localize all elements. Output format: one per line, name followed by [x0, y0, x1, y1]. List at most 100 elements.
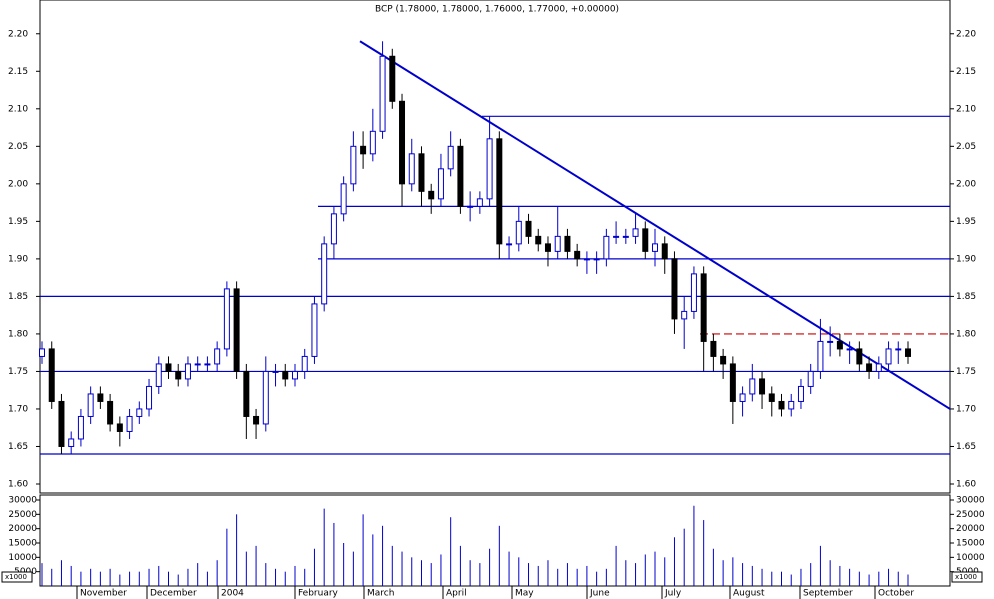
- candle-body: [788, 400, 795, 410]
- candle-body: [107, 400, 114, 425]
- candle-body: [282, 370, 289, 380]
- candle-body: [223, 288, 230, 350]
- candle-body: [671, 258, 678, 320]
- candle-body: [214, 348, 221, 365]
- candle-body: [856, 348, 863, 365]
- candle-body: [905, 348, 911, 357]
- candle-body: [875, 363, 882, 372]
- y-tick-label: 1.75: [956, 367, 976, 377]
- candle-body: [330, 213, 337, 245]
- volume-tick-label: 30000: [956, 496, 985, 506]
- candle-body: [476, 198, 483, 207]
- candle-body: [554, 235, 561, 252]
- volume-tick-label: 20000: [8, 524, 37, 534]
- candle-body: [136, 408, 143, 417]
- candle-body: [87, 393, 94, 417]
- month-label: September: [803, 589, 853, 599]
- price-panel: [39, 0, 951, 494]
- volume-tick-label: 15000: [8, 539, 37, 549]
- candle-body: [622, 235, 629, 238]
- candle-body: [39, 348, 45, 357]
- y-tick-label: 1.65: [8, 442, 28, 452]
- candle-body: [184, 363, 191, 380]
- month-label: November: [80, 589, 127, 599]
- candle-body: [97, 393, 104, 402]
- candle-body: [535, 235, 542, 245]
- y-tick-label: 2.00: [956, 179, 976, 189]
- candle-body: [467, 205, 474, 208]
- candle-body: [486, 138, 493, 200]
- candle-body: [457, 145, 464, 207]
- candle-body: [146, 385, 153, 410]
- y-tick-label: 1.75: [8, 367, 28, 377]
- candle-body: [155, 363, 162, 387]
- volume-tick-label: 20000: [956, 524, 985, 534]
- y-tick-label: 1.85: [956, 292, 976, 302]
- y-tick-label: 2.20: [956, 29, 976, 39]
- candle-body: [778, 400, 785, 410]
- candle-body: [194, 363, 201, 366]
- unit-box: [1, 571, 33, 583]
- y-tick-label: 1.90: [8, 254, 28, 264]
- candle-body: [243, 370, 250, 417]
- candle-body: [515, 220, 522, 245]
- candle-body: [360, 145, 367, 155]
- y-tick-label: 2.05: [8, 142, 28, 152]
- candle-body: [817, 340, 824, 372]
- candle-body: [583, 258, 590, 261]
- candle-body: [311, 303, 318, 357]
- candle-body: [301, 355, 308, 372]
- candle-body: [564, 235, 571, 252]
- y-tick-label: 1.95: [8, 217, 28, 227]
- candle-body: [768, 393, 775, 402]
- month-label: July: [664, 589, 682, 599]
- candle-body: [710, 340, 717, 357]
- candle-body: [846, 348, 853, 351]
- candle-body: [350, 145, 357, 185]
- candle-body: [797, 385, 804, 402]
- candle-body: [759, 378, 766, 395]
- candle-body: [253, 415, 260, 425]
- y-tick-label: 2.15: [956, 67, 976, 77]
- candle-body: [885, 348, 892, 365]
- candle-body: [447, 145, 454, 170]
- month-label: March: [367, 589, 394, 599]
- y-tick-label: 2.15: [8, 67, 28, 77]
- candle-body: [866, 363, 873, 372]
- candle-body: [233, 288, 240, 372]
- month-label: August: [733, 589, 765, 599]
- y-tick-label: 2.20: [8, 29, 28, 39]
- candle-body: [340, 183, 347, 215]
- month-label: December: [150, 589, 197, 599]
- candle-body: [603, 235, 610, 260]
- y-tick-label: 1.90: [956, 254, 976, 264]
- volume-tick-label: 30000: [8, 496, 37, 506]
- y-tick-label: 1.85: [8, 292, 28, 302]
- candle-body: [506, 243, 513, 246]
- candle-body: [690, 273, 697, 312]
- candle-body: [408, 153, 415, 185]
- chart-title: BCP (1.78000, 1.78000, 1.76000, 1.77000,…: [375, 5, 619, 15]
- candle-body: [68, 438, 75, 447]
- trendline: [359, 40, 951, 410]
- candle-body: [116, 423, 123, 432]
- candle-body: [389, 55, 396, 102]
- candle-body: [262, 370, 269, 425]
- y-tick-label: 2.05: [956, 142, 976, 152]
- candle-body: [77, 415, 84, 440]
- candle-body: [574, 250, 581, 260]
- y-tick-label: 1.60: [956, 479, 976, 489]
- candle-body: [661, 243, 668, 260]
- y-tick-label: 1.65: [956, 442, 976, 452]
- candle-body: [544, 243, 551, 252]
- candle-body: [807, 370, 814, 387]
- candle-body: [525, 220, 532, 237]
- candle-body: [418, 153, 425, 192]
- month-label: April: [446, 589, 467, 599]
- y-tick-label: 1.60: [8, 479, 28, 489]
- candle-body: [204, 363, 211, 366]
- candle-body: [739, 393, 746, 402]
- month-label: June: [589, 589, 610, 599]
